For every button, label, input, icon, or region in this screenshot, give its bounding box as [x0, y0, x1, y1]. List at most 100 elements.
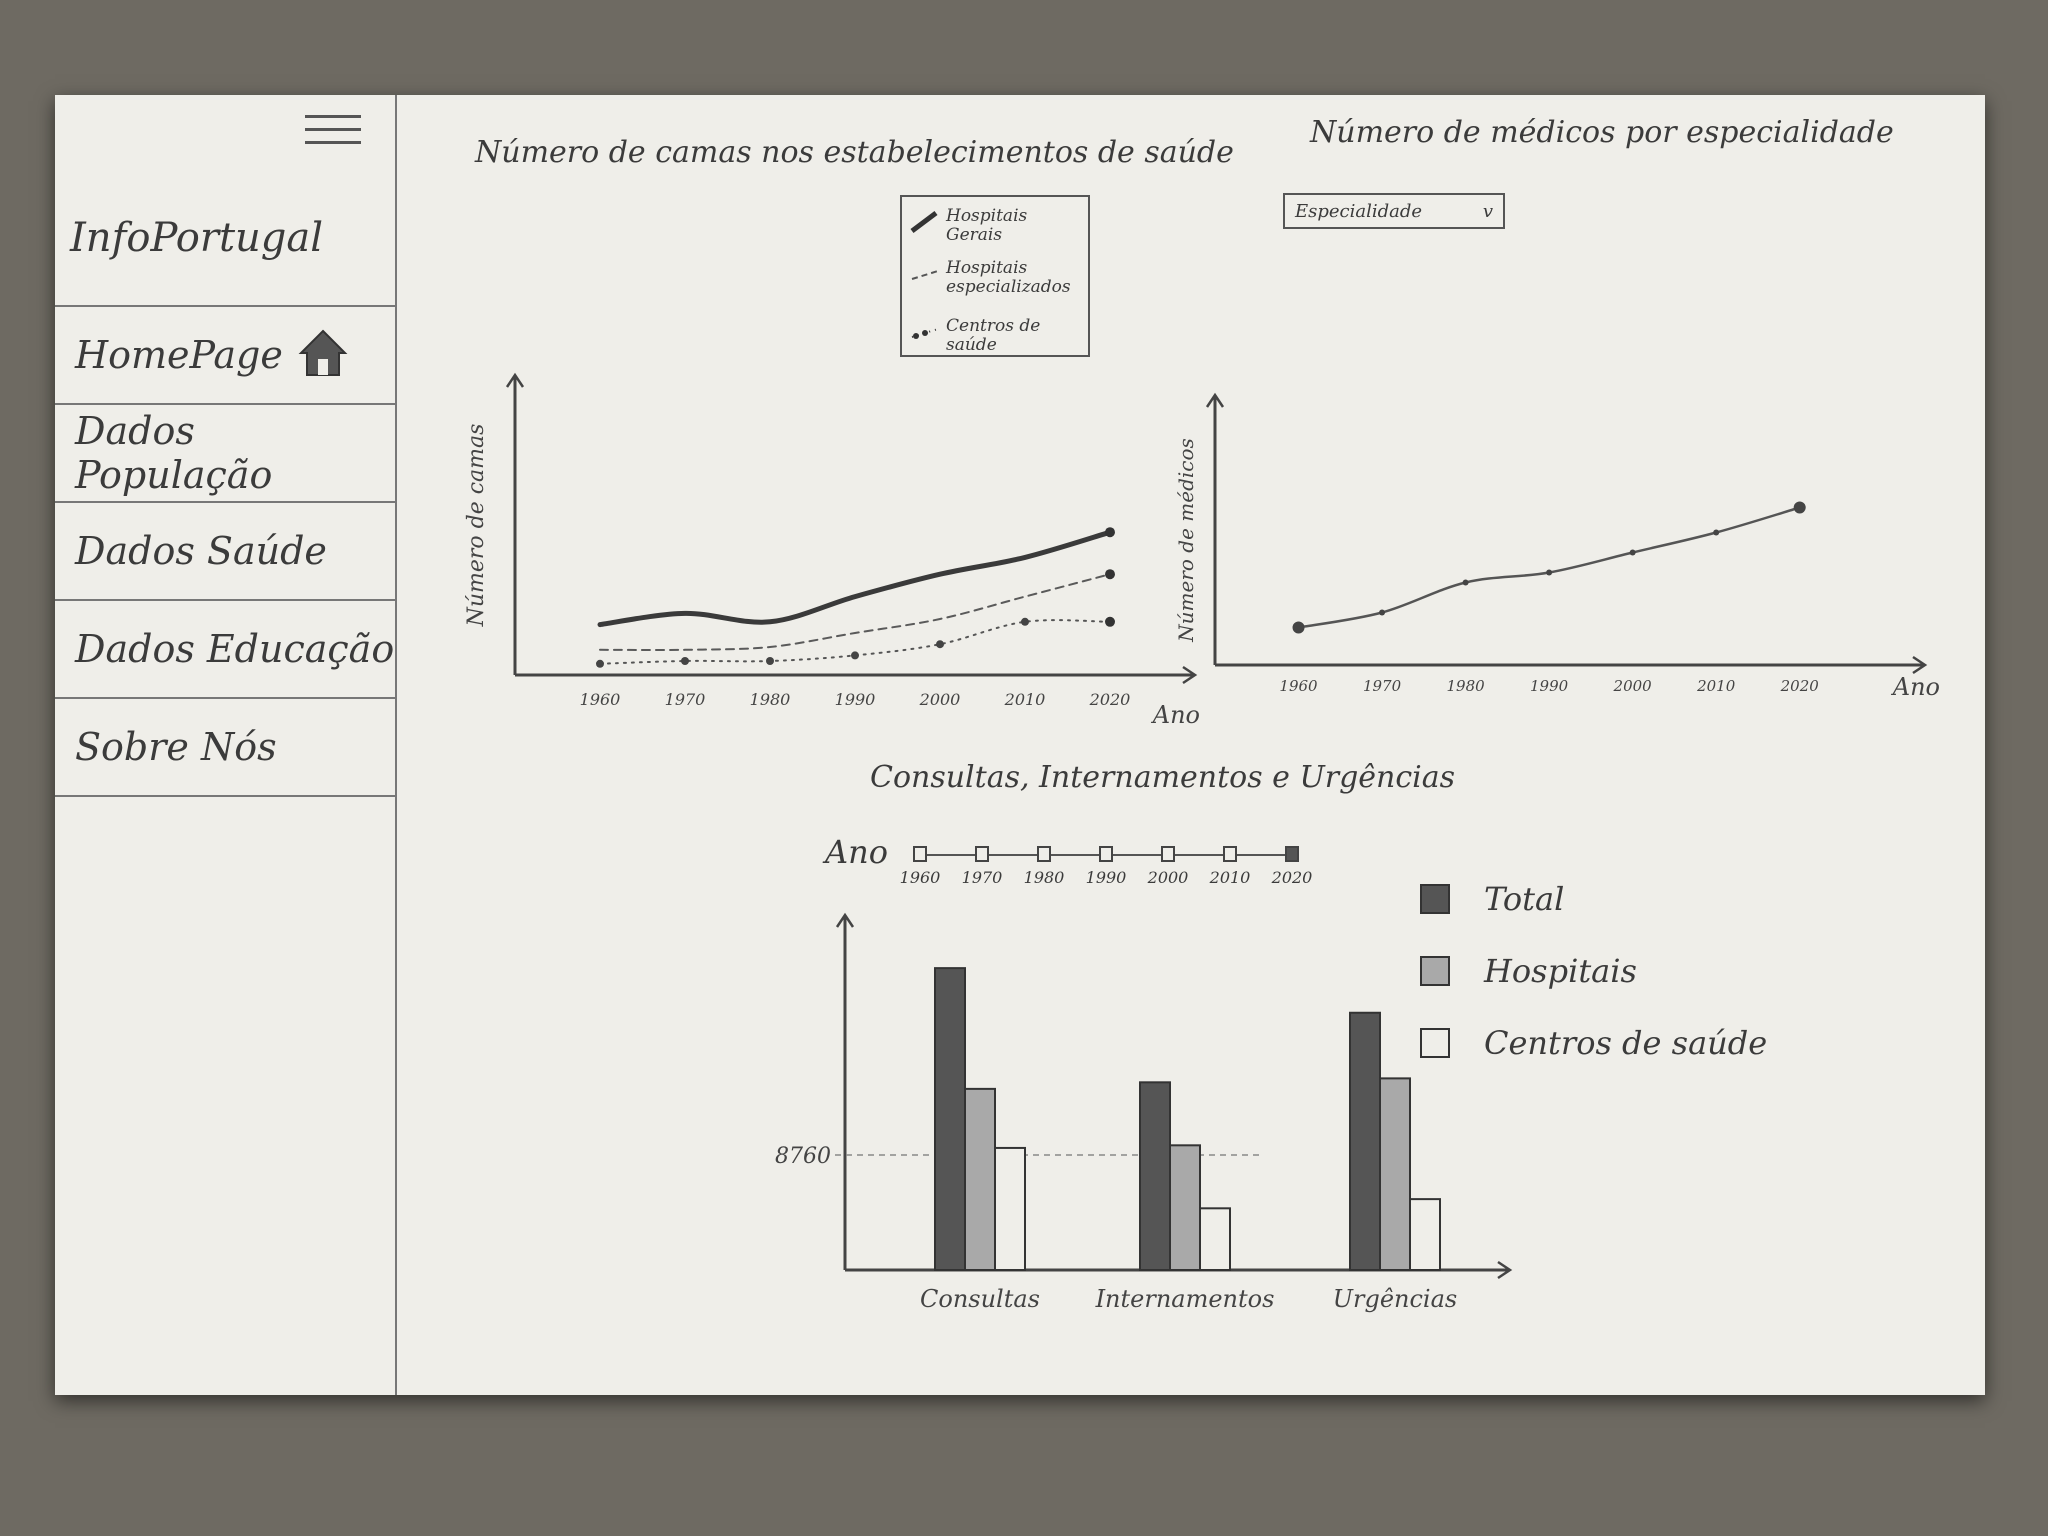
legend-label: Centros de saúde	[946, 316, 1041, 355]
legend-item: Hospitais especializados	[910, 259, 1071, 297]
page: InfoPortugal HomePage Dados População Da…	[55, 95, 1985, 1395]
data-point	[1629, 549, 1636, 556]
year-slider-label-1960: 1960	[899, 868, 941, 887]
data-point	[596, 659, 604, 668]
legend-swatch-hospitais	[1420, 956, 1450, 986]
sidebar-item-sobre-nos[interactable]: Sobre Nós	[55, 697, 395, 797]
sidebar-item-dados-populacao[interactable]: Dados População	[55, 403, 395, 501]
beds-chart-title: Número de camas nos estabelecimentos de …	[475, 135, 1234, 170]
x-axis-arrow	[1912, 655, 1928, 675]
category-label: Internamentos	[1095, 1285, 1275, 1313]
legend-item: Hospitais	[1420, 935, 1767, 1007]
data-point	[681, 657, 689, 665]
category-label: Consultas	[920, 1285, 1040, 1313]
sidebar-item-homepage[interactable]: HomePage	[55, 305, 395, 403]
legend-label: Total	[1484, 880, 1565, 918]
legend-label: Hospitais Gerais	[946, 206, 1028, 245]
x-axis-arrow	[1182, 665, 1198, 685]
year-slider-label-1990: 1990	[1085, 868, 1127, 887]
bar	[934, 967, 966, 1271]
x-tick-label: 1990	[1530, 677, 1569, 695]
year-slider-label: Ano	[825, 833, 888, 871]
bar	[1349, 1011, 1381, 1271]
x-tick-label: 2000	[1613, 677, 1653, 695]
year-slider-label-2020: 2020	[1271, 868, 1313, 887]
data-point	[1462, 579, 1469, 586]
x-tick-label: 2020	[1780, 677, 1820, 695]
sidebar-item-label: Sobre Nós	[75, 725, 277, 769]
year-slider-stop-1980[interactable]	[1037, 846, 1051, 862]
data-point	[936, 640, 944, 649]
year-slider-label-2000: 2000	[1147, 868, 1189, 887]
y-reference-label: 8760	[775, 1144, 831, 1169]
y-axis-arrow	[835, 912, 855, 928]
x-tick-label: 2020	[1089, 690, 1131, 709]
series-line	[1298, 506, 1801, 629]
beds-chart-legend: Hospitais Gerais Hospitais especializado…	[900, 195, 1090, 357]
hamburger-menu-icon[interactable]	[305, 115, 361, 151]
x-axis-label: Ano	[1151, 701, 1200, 729]
bar	[1139, 1081, 1171, 1271]
legend-swatch-centros	[1420, 1028, 1450, 1058]
bar	[964, 1087, 996, 1271]
year-slider-label-1980: 1980	[1023, 868, 1065, 887]
sidebar-item-label: Dados Saúde	[75, 529, 327, 573]
data-point	[1713, 529, 1720, 536]
x-tick-label: 2000	[919, 690, 961, 709]
solid-line-icon	[910, 211, 938, 233]
data-point	[1021, 617, 1029, 626]
brand-logo[interactable]: InfoPortugal	[70, 215, 324, 261]
x-tick-label: 1970	[1363, 677, 1402, 695]
x-tick-label: 2010	[1696, 677, 1736, 695]
year-slider-stop-1970[interactable]	[975, 846, 989, 862]
x-tick-label: 2010	[1004, 690, 1046, 709]
y-axis-arrow	[1205, 392, 1225, 408]
year-slider-stop-1960[interactable]	[913, 846, 927, 862]
x-axis-arrow	[1497, 1260, 1513, 1280]
year-slider-stop-2020[interactable]	[1285, 846, 1299, 862]
data-point	[766, 657, 774, 665]
year-slider[interactable]: Ano 1960 1970 1980 1990 2000 2010 2020	[825, 833, 1385, 903]
year-slider-label-1970: 1970	[961, 868, 1003, 887]
chevron-down-icon: v	[1482, 200, 1493, 222]
x-tick-label: 1980	[1446, 677, 1485, 695]
bar	[1199, 1207, 1231, 1271]
series-line	[599, 573, 1111, 652]
specialty-dropdown-value: Especialidade	[1295, 200, 1423, 222]
series-end-point	[1105, 527, 1115, 538]
legend-item: Centros de saúde	[1420, 1007, 1767, 1079]
bar	[1379, 1077, 1411, 1271]
dashed-line-icon	[911, 270, 939, 280]
series-end-point	[1105, 616, 1115, 627]
legend-label: Centros de saúde	[1484, 1024, 1768, 1062]
legend-label: Hospitais	[1484, 952, 1637, 990]
services-bar-chart: 8760 Consultas Internamentos Urgências	[695, 895, 1575, 1359]
bar	[1409, 1198, 1441, 1271]
x-tick-label: 1970	[665, 690, 706, 709]
y-axis-arrow	[505, 372, 525, 388]
y-axis-label: Número de médicos	[1175, 438, 1198, 643]
data-point	[1546, 569, 1553, 576]
sidebar-item-dados-educacao[interactable]: Dados Educação	[55, 599, 395, 697]
year-slider-stop-2000[interactable]	[1161, 846, 1175, 862]
year-slider-label-2010: 2010	[1209, 868, 1251, 887]
series-end-point	[1105, 569, 1115, 580]
year-slider-stop-2010[interactable]	[1223, 846, 1237, 862]
specialty-dropdown[interactable]: Especialidade v	[1283, 193, 1505, 229]
sidebar-item-dados-saude[interactable]: Dados Saúde	[55, 501, 395, 599]
series-line	[597, 529, 1113, 628]
dotted-line-icon	[911, 328, 939, 339]
x-tick-label: 1990	[835, 690, 876, 709]
data-point	[851, 651, 859, 660]
sidebar: InfoPortugal HomePage Dados População Da…	[55, 95, 397, 1395]
x-axis-label: Ano	[1891, 673, 1940, 701]
legend-item: Centros de saúde	[910, 317, 1066, 355]
x-tick-label: 1960	[580, 690, 621, 709]
x-tick-label: 1960	[1279, 677, 1318, 695]
sidebar-item-label: Dados População	[75, 409, 273, 497]
doctors-chart-title: Número de médicos por especialidade	[1310, 115, 1894, 150]
year-slider-stop-1990[interactable]	[1099, 846, 1113, 862]
sidebar-item-label: HomePage	[75, 333, 283, 377]
home-icon	[298, 329, 348, 376]
beds-line-chart: Ano Número de camas 1960 1970 1980 1990 2000 20…	[445, 275, 1225, 749]
